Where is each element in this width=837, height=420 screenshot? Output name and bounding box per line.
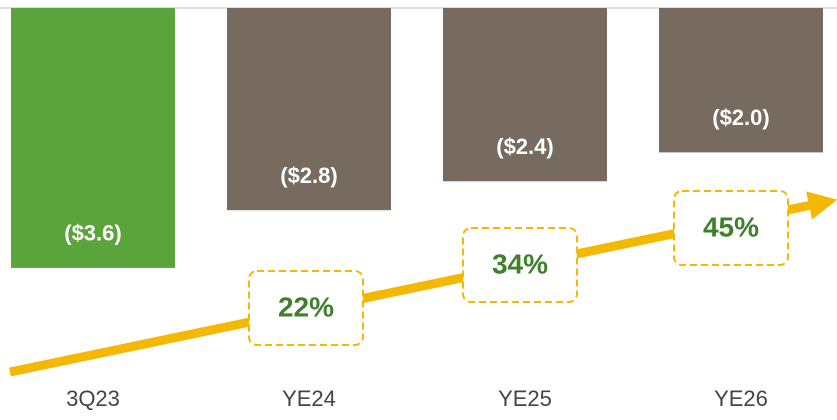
x-tick-label: YE25: [498, 386, 552, 411]
bar: [11, 8, 175, 268]
value-label: ($2.0): [712, 105, 769, 130]
x-tick-label: 3Q23: [66, 386, 120, 411]
x-tick-label: YE26: [714, 386, 768, 411]
bar: [659, 8, 823, 153]
bar: [227, 8, 391, 211]
x-tick-label: YE24: [282, 386, 336, 411]
annotation-box: [248, 270, 364, 346]
annotation: 45%: [703, 211, 759, 242]
bar: [443, 8, 607, 182]
annotation-box: [673, 190, 789, 266]
annotation: 22%: [278, 291, 334, 322]
annotation-box: [462, 227, 578, 303]
value-label: ($2.8): [280, 163, 337, 188]
value-label: ($2.4): [496, 134, 553, 159]
value-label: ($3.6): [64, 221, 121, 246]
annotation: 34%: [492, 248, 548, 279]
